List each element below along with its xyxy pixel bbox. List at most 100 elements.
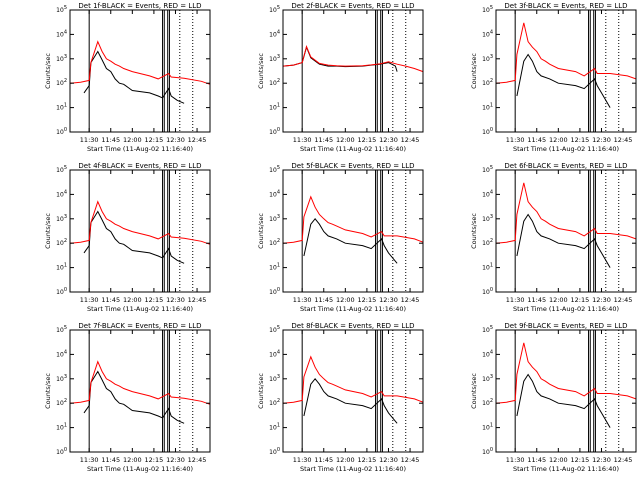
y-tick-label: 101	[269, 103, 280, 112]
x-tick-label: 12:15	[358, 456, 377, 464]
panel-3: Det 3f-BLACK = Events, RED = LLD10010110…	[470, 2, 637, 153]
y-tick-exponent: 2	[64, 238, 67, 244]
y-tick-label: 105	[269, 5, 280, 14]
y-tick-exponent: 1	[490, 263, 493, 269]
x-tick-label: 12:45	[188, 136, 207, 144]
y-tick-exponent: 0	[490, 127, 493, 133]
chart-title: Det 6f-BLACK = Events, RED = LLD	[504, 162, 627, 170]
x-tick-label: 12:30	[166, 296, 185, 304]
y-tick-label: 104	[482, 189, 493, 198]
x-tick-label: 12:00	[336, 456, 355, 464]
y-tick-label: 105	[269, 165, 280, 174]
chart-title: Det 2f-BLACK = Events, RED = LLD	[291, 2, 414, 10]
series-line-lld	[283, 355, 424, 404]
series-line-events	[516, 373, 611, 428]
x-axis-label: Start Time (11-Aug-02 11:16:40)	[300, 305, 406, 313]
series-line-events	[83, 50, 185, 104]
y-tick-label: 104	[482, 29, 493, 38]
y-tick-label: 104	[269, 189, 280, 198]
y-tick-exponent: 0	[490, 447, 493, 453]
y-tick-label: 101	[56, 103, 67, 112]
x-tick-label: 11:45	[101, 296, 120, 304]
y-tick-label: 100	[56, 287, 67, 296]
chart-title: Det 5f-BLACK = Events, RED = LLD	[291, 162, 414, 170]
y-tick-exponent: 2	[277, 238, 280, 244]
y-tick-exponent: 1	[64, 103, 67, 109]
panel-2: Det 2f-BLACK = Events, RED = LLD10010110…	[257, 2, 424, 153]
x-tick-label: 12:45	[401, 136, 420, 144]
y-tick-label: 103	[56, 54, 67, 63]
x-tick-label: 11:45	[314, 456, 333, 464]
y-tick-label: 104	[482, 349, 493, 358]
y-tick-label: 104	[269, 349, 280, 358]
y-tick-label: 103	[482, 374, 493, 383]
y-tick-exponent: 4	[277, 29, 280, 35]
y-axis-label: Counts/sec	[44, 373, 52, 409]
chart-title: Det 1f-BLACK = Events, RED = LLD	[78, 2, 201, 10]
x-tick-label: 12:15	[571, 136, 590, 144]
x-tick-label: 11:30	[293, 136, 312, 144]
y-tick-exponent: 0	[277, 287, 280, 293]
y-tick-exponent: 5	[490, 325, 493, 331]
y-axis-label: Counts/sec	[470, 213, 478, 249]
y-tick-exponent: 5	[490, 5, 493, 11]
y-tick-exponent: 5	[277, 165, 280, 171]
y-tick-exponent: 3	[490, 214, 493, 220]
y-tick-exponent: 1	[277, 423, 280, 429]
y-tick-exponent: 3	[64, 214, 67, 220]
y-tick-exponent: 4	[277, 189, 280, 195]
x-tick-label: 11:30	[293, 296, 312, 304]
plot-frame	[69, 169, 211, 293]
x-axis-label: Start Time (11-Aug-02 11:16:40)	[87, 305, 193, 313]
x-axis-label: Start Time (11-Aug-02 11:16:40)	[513, 145, 619, 153]
panel-4: Det 4f-BLACK = Events, RED = LLD10010110…	[44, 162, 211, 313]
y-tick-label: 102	[482, 78, 493, 87]
y-tick-label: 102	[482, 238, 493, 247]
y-tick-exponent: 3	[490, 374, 493, 380]
plot-frame	[282, 169, 424, 293]
y-tick-exponent: 2	[490, 398, 493, 404]
y-tick-label: 101	[482, 263, 493, 272]
y-tick-exponent: 3	[277, 214, 280, 220]
y-axis-label: Counts/sec	[44, 53, 52, 89]
y-tick-exponent: 0	[64, 447, 67, 453]
y-tick-exponent: 2	[64, 78, 67, 84]
y-tick-exponent: 5	[277, 325, 280, 331]
x-tick-label: 12:15	[571, 296, 590, 304]
x-tick-label: 11:45	[101, 136, 120, 144]
panel-7: Det 7f-BLACK = Events, RED = LLD10010110…	[44, 322, 211, 473]
x-tick-label: 12:30	[379, 296, 398, 304]
x-tick-label: 12:15	[358, 296, 377, 304]
series-line-lld	[496, 342, 637, 404]
series-line-lld	[70, 40, 211, 85]
y-tick-exponent: 3	[64, 374, 67, 380]
panel-9: Det 9f-BLACK = Events, RED = LLD10010110…	[470, 322, 637, 473]
y-tick-label: 105	[56, 165, 67, 174]
series-line-lld	[496, 22, 637, 84]
y-tick-label: 104	[56, 349, 67, 358]
y-tick-label: 105	[56, 5, 67, 14]
x-tick-label: 12:45	[188, 296, 207, 304]
x-tick-label: 12:15	[145, 136, 164, 144]
x-tick-label: 11:30	[80, 296, 99, 304]
x-tick-label: 12:30	[592, 136, 611, 144]
y-tick-label: 103	[482, 54, 493, 63]
y-tick-label: 104	[56, 29, 67, 38]
y-tick-label: 101	[56, 263, 67, 272]
y-tick-label: 101	[269, 263, 280, 272]
x-tick-label: 12:00	[123, 296, 142, 304]
plot-frame	[69, 329, 211, 453]
y-tick-exponent: 3	[64, 54, 67, 60]
y-tick-exponent: 0	[277, 127, 280, 133]
x-tick-label: 11:45	[527, 296, 546, 304]
series-line-lld	[283, 44, 424, 73]
y-tick-label: 102	[56, 398, 67, 407]
series-line-lld	[283, 195, 424, 244]
y-tick-label: 103	[269, 374, 280, 383]
y-axis-label: Counts/sec	[44, 213, 52, 249]
x-tick-label: 11:30	[80, 456, 99, 464]
y-tick-exponent: 4	[64, 349, 67, 355]
series-line-events	[516, 213, 611, 268]
series-line-lld	[70, 360, 211, 405]
panel-1: Det 1f-BLACK = Events, RED = LLD10010110…	[44, 2, 211, 153]
